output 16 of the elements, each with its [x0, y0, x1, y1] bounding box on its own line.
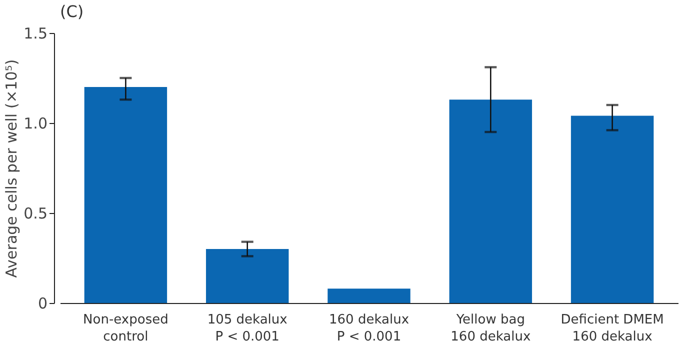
bar [570, 116, 654, 303]
y-tick-label: 0.5 [24, 204, 48, 222]
bar [328, 288, 410, 303]
y-axis-title: Average cells per well (×10⁵) [2, 59, 21, 278]
chart-title: (C) [60, 2, 84, 21]
y-tick-label: 1.5 [24, 24, 48, 42]
x-tick-label: 160 dekalux P < 0.001 [328, 312, 410, 344]
x-tick-label: Non-exposed control [83, 312, 168, 344]
bar [449, 100, 532, 303]
bar [206, 249, 289, 303]
y-tick-label: 0 [38, 294, 48, 312]
y-tick-label: 1.0 [24, 114, 48, 132]
x-tick-label: Yellow bag 160 dekalux [450, 312, 531, 344]
bar [84, 87, 168, 303]
x-tick-label: Deficient DMEM 160 dekalux [560, 312, 664, 344]
x-tick-label: 105 dekalux P < 0.001 [207, 312, 288, 344]
